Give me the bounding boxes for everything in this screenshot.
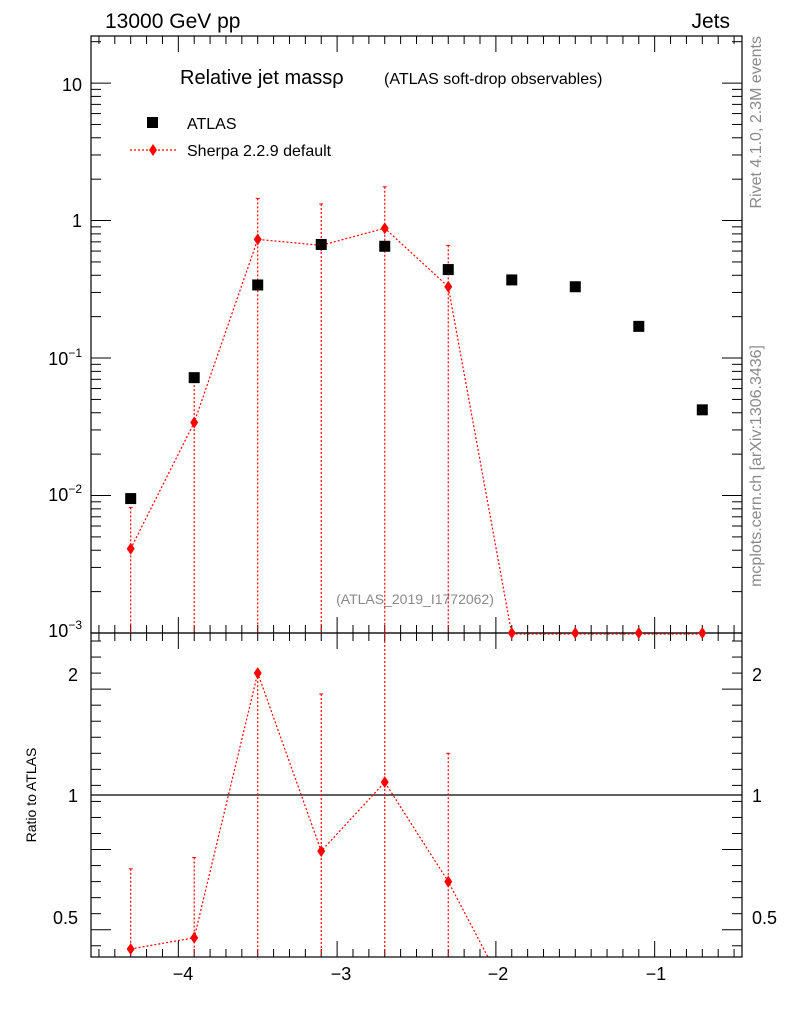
sherpa-series-line [130, 227, 703, 635]
sherpa-point [190, 416, 199, 429]
atlas-point [696, 404, 708, 416]
chart-title: Relative jet massρ [180, 67, 344, 89]
ratio-y-tick-label: 0.5 [53, 908, 78, 928]
atlas-point [633, 320, 645, 332]
legend-sherpa-marker [149, 144, 157, 156]
y-tick-label-1: 1 [72, 211, 82, 231]
ratio-point [380, 776, 389, 789]
ratio-point [444, 875, 453, 888]
mcplots-label: mcplots.cern.ch [arXiv:1306.3436] [748, 345, 765, 587]
x-tick-labels: −4 −3 −2 −1 [173, 964, 667, 984]
ratio-y-axis-label: Ratio to ATLAS [23, 748, 39, 843]
ratio-point [190, 931, 199, 944]
atlas-point [379, 240, 391, 252]
ratio-y-tick-labels: 0.5 1 2 0.5 1 2 [53, 665, 777, 928]
sherpa-point [253, 233, 262, 246]
atlas-point [569, 281, 581, 293]
atlas-point [315, 238, 327, 250]
y-tick-label-1e-1: 10−1 [48, 346, 82, 369]
ratio-y-tick-label: 2 [68, 665, 78, 685]
sherpa-point [380, 222, 389, 235]
legend-sherpa-label: Sherpa 2.2.9 default [187, 143, 332, 160]
atlas-point [125, 493, 137, 505]
x-tick-label: −2 [488, 964, 509, 984]
analysis-watermark: (ATLAS_2019_I1772062) [336, 591, 494, 607]
x-tick-label: −4 [173, 964, 194, 984]
x-tick-label: −1 [646, 964, 667, 984]
header-left: 13000 GeV pp [105, 10, 240, 33]
legend-atlas-label: ATLAS [187, 116, 237, 133]
sherpa-point [698, 627, 707, 639]
ratio-data-marks [126, 633, 489, 958]
y-tick-label-10: 10 [62, 75, 82, 95]
sherpa-point [634, 627, 643, 639]
atlas-point [252, 279, 264, 291]
ratio-y-tick-label-right: 2 [752, 665, 762, 685]
sherpa-point [571, 627, 580, 639]
ratio-series-line [130, 670, 489, 958]
sherpa-point [444, 280, 453, 293]
rivet-label: Rivet 4.1.0, 2.3M events [748, 36, 765, 209]
ratio-y-tick-label: 1 [68, 786, 78, 806]
atlas-point [188, 372, 200, 384]
header-right: Jets [691, 10, 730, 33]
ratio-y-tick-label-right: 1 [752, 786, 762, 806]
y-tick-label-1e-2: 10−2 [48, 482, 82, 505]
sherpa-point [126, 542, 135, 555]
y-tick-label-1e-3: 10−3 [48, 618, 82, 641]
ratio-point [126, 942, 135, 955]
axis-ticks [91, 36, 742, 957]
main-data-marks [125, 186, 708, 639]
ratio-y-tick-label-right: 0.5 [752, 908, 777, 928]
main-y-tick-labels: 10−3 10−2 10−1 1 10 [48, 75, 82, 641]
chart-subtitle: (ATLAS soft-drop observables) [384, 71, 602, 88]
x-tick-label: −3 [331, 964, 352, 984]
ratio-point [317, 845, 326, 858]
ratio-point [253, 667, 262, 680]
atlas-point [506, 274, 518, 286]
sherpa-point [507, 627, 516, 639]
atlas-point [442, 264, 454, 276]
legend-atlas-marker [147, 117, 158, 128]
